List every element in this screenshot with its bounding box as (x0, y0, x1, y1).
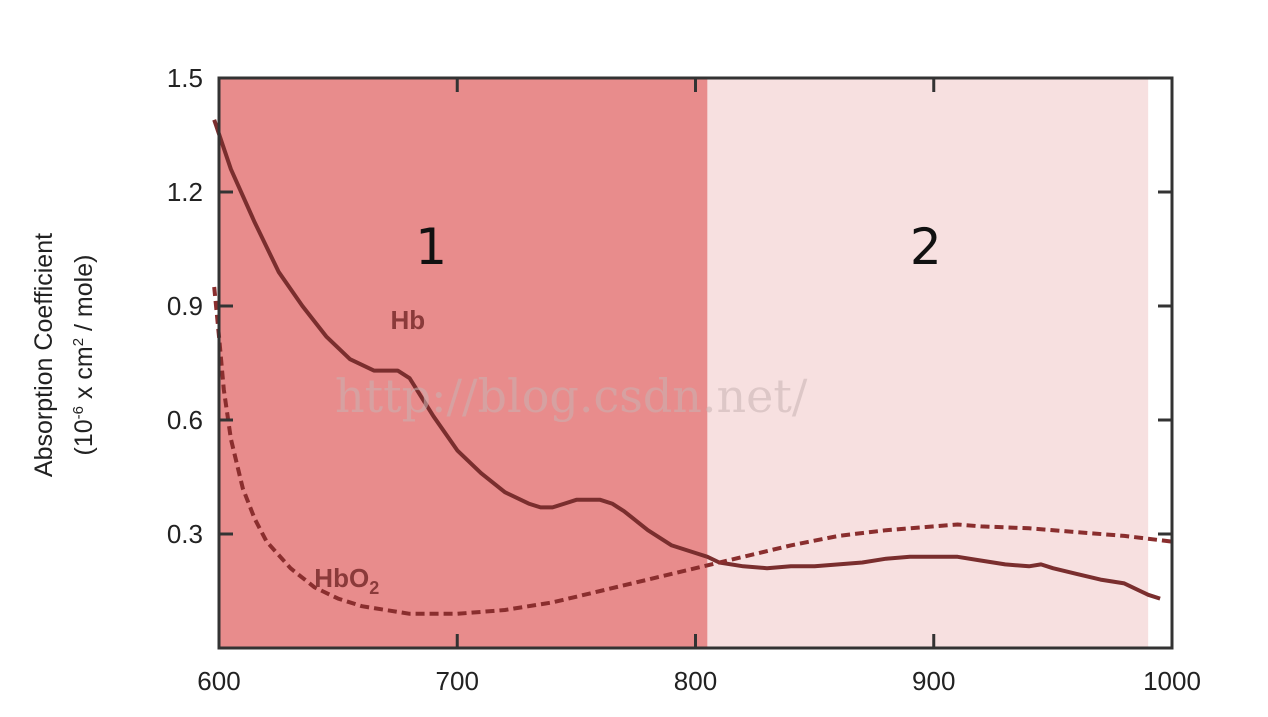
y-unit-prefix: (10 (70, 419, 98, 455)
region-2-band (707, 78, 1149, 648)
y-axis-unit: (10-6 x cm2 / mole) (70, 255, 98, 456)
watermark-text: http://blog.csdn.net/ (335, 369, 808, 423)
axis-titles: Absorption Coefficient (10-6 x cm2 / mol… (30, 233, 98, 477)
y-unit-exponent: -6 (70, 406, 87, 419)
region-1-band (219, 78, 708, 648)
y-unit-mid: x cm (70, 346, 98, 406)
series-hb-label: Hb (391, 305, 426, 335)
x-tick-label-700: 700 (436, 666, 479, 696)
x-tick-label-900: 900 (912, 666, 955, 696)
series-label-text: HbO (314, 563, 369, 593)
region-1-label: 1 (415, 218, 447, 276)
y-tick-label-0.9: 0.9 (167, 291, 203, 321)
y-tick-label-1.5: 1.5 (167, 63, 203, 93)
series-hb-line (212, 119, 1161, 601)
series-hbo2-line (212, 286, 1173, 616)
series-label-text: Hb (391, 305, 426, 335)
y-unit-suffix: / mole) (70, 255, 98, 338)
series-label-subscript: 2 (369, 578, 379, 598)
y-tick-label-0.6: 0.6 (167, 405, 203, 435)
x-tick-label-1000: 1000 (1143, 666, 1201, 696)
y-tick-label-0.3: 0.3 (167, 519, 203, 549)
series-hbo2-label: HbO2 (314, 563, 379, 598)
watermark-layer: http://blog.csdn.net/ (335, 369, 808, 423)
series-lines (212, 119, 1173, 616)
y-tick-label-1.2: 1.2 (167, 177, 203, 207)
region-2-label: 2 (910, 218, 942, 276)
y-axis-title: Absorption Coefficient (30, 233, 58, 477)
x-tick-label-800: 800 (674, 666, 717, 696)
axis-ticks: 600 700 800 900 1000 0.3 0.6 0.9 1.2 1.5 (167, 63, 1201, 696)
wavelength-regions (219, 78, 1149, 648)
x-tick-label-600: 600 (197, 666, 240, 696)
y-unit-exponent2: 2 (70, 338, 87, 346)
